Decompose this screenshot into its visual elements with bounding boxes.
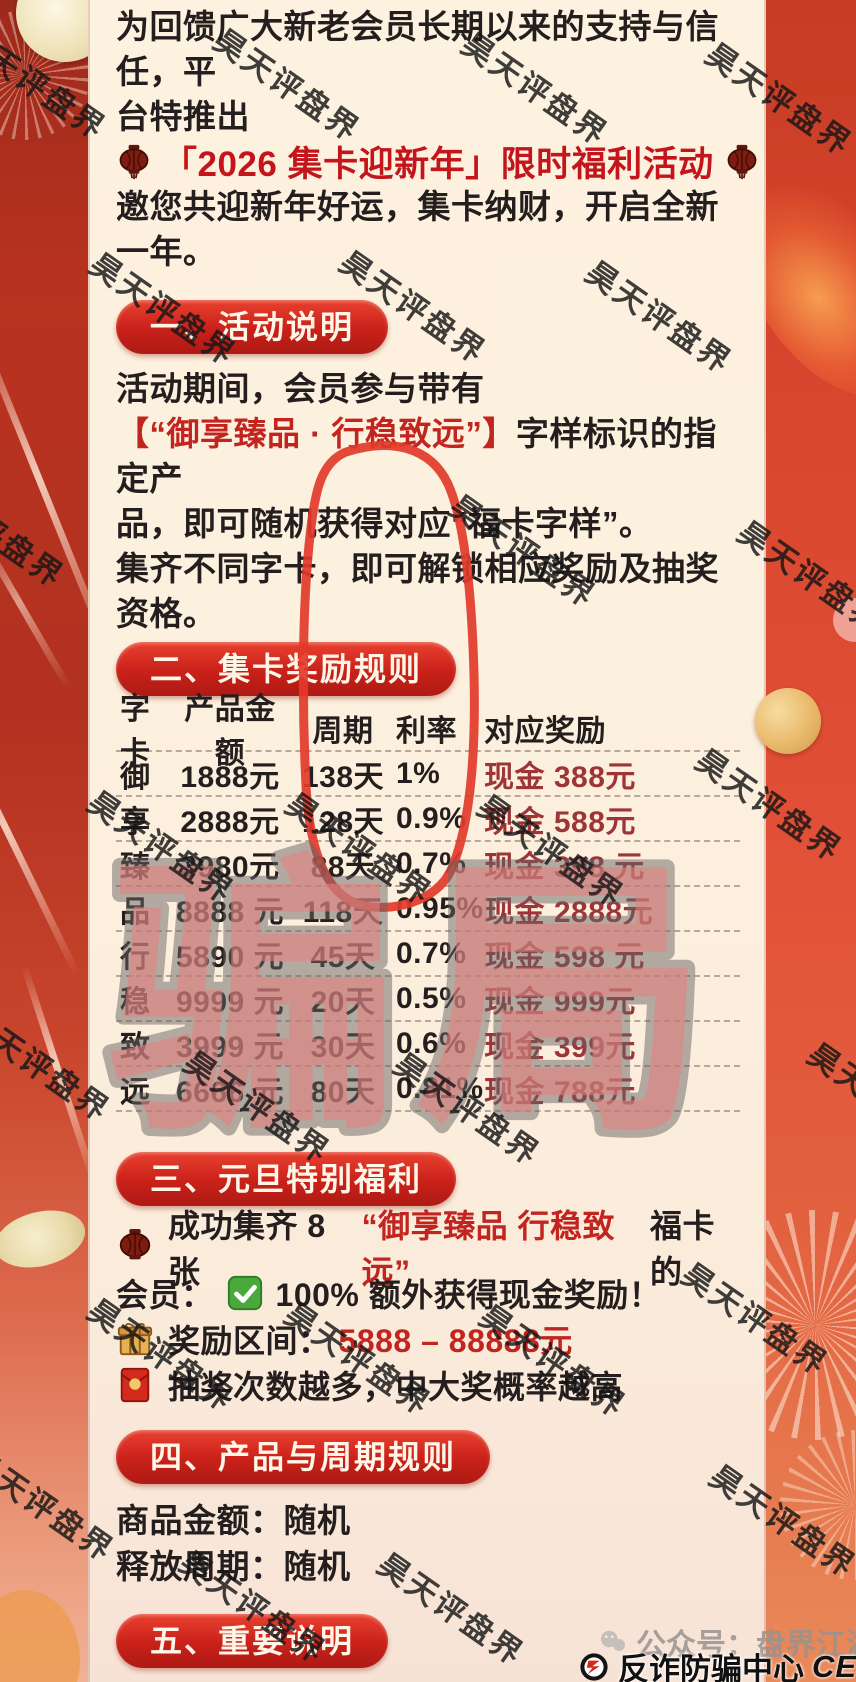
table-row: 远 6666 元 80天 0.81% 现金 788元 bbox=[116, 1067, 740, 1112]
intro-text: 为回馈广大新老会员长期以来的支持与信任，平 台特推出 bbox=[116, 4, 740, 139]
lantern-icon bbox=[116, 144, 152, 180]
footer-org-text: 反诈防骗中心 bbox=[618, 1652, 804, 1682]
footer-account-text: 公众号：盘界江湖 bbox=[636, 1629, 856, 1662]
section4-line1: 商品金额：随机 bbox=[116, 1502, 351, 1539]
header-period: 周期 bbox=[312, 715, 374, 748]
table-row: 御 1888元 138天 1% 现金 388元 bbox=[116, 752, 740, 797]
section3-badge: 三、元旦特别福利 bbox=[116, 1152, 457, 1206]
lantern-icon bbox=[724, 144, 760, 180]
section1-text: 活动期间，会员参与带有 【“御享臻品 · 行稳致远”】字样标识的指定产 品，即可… bbox=[116, 370, 719, 632]
table-row: 臻 3980元 88天 0.7% 现金 398 元 bbox=[116, 842, 740, 887]
section3-line1: 成功集齐 8 张 “御享臻品 行稳致远” 福卡的 bbox=[116, 1208, 740, 1290]
footer-site-text: CESC.CC bbox=[812, 1648, 856, 1682]
section4-line2: 释放周期：随机 bbox=[116, 1548, 351, 1585]
scam-stamp: 骗局 bbox=[100, 834, 724, 1172]
section1-product-tag: 【“御享臻品 · 行稳致远”】 bbox=[116, 415, 516, 452]
section4-text: 商品金额：随机 释放周期：随机 bbox=[116, 1498, 740, 1590]
section4-badge: 四、产品与周期规则 bbox=[116, 1430, 491, 1484]
check-icon bbox=[226, 1274, 264, 1312]
section1-line3: 品，即可随机获得对应“福卡字样”。 bbox=[116, 505, 653, 542]
section2-badge: 二、集卡奖励规则 bbox=[116, 642, 457, 696]
footer-anti-fraud: 反诈防骗中心 CESC.CC bbox=[578, 1644, 856, 1682]
intro-line-2: 台特推出 bbox=[116, 98, 250, 135]
header-card: 字卡 bbox=[120, 693, 151, 770]
scam-stamp-text: 骗局 bbox=[108, 838, 724, 1164]
wechat-icon bbox=[598, 1627, 628, 1657]
pink-dot-decoration bbox=[833, 598, 856, 642]
section3-line4: 抽奖次数越多，中大奖概率越高 bbox=[116, 1362, 740, 1408]
section3-text: 成功集齐 8 张 “御享臻品 行稳致远” 福卡的 会员： 100% 额外获得现金… bbox=[116, 1208, 740, 1408]
anti-fraud-logo-icon bbox=[578, 1651, 610, 1682]
background-left bbox=[0, 0, 122, 1682]
section3-line2: 会员： 100% 额外获得现金奖励！ bbox=[116, 1270, 740, 1316]
intro-line-3: 邀您共迎新年好运，集卡纳财，开启全新一年。 bbox=[116, 188, 719, 270]
header-rate: 利率 bbox=[396, 715, 457, 748]
intro-line-1: 为回馈广大新老会员长期以来的支持与信任，平 bbox=[116, 8, 719, 90]
table-row: 致 3999 元 30天 0.6% 现金 399元 bbox=[116, 1022, 740, 1067]
footer-account: 公众号：盘界江湖 bbox=[598, 1620, 856, 1664]
firework-streak bbox=[0, 703, 81, 977]
table-row: 品 8888 元 118天 0.95% 现金 2888元 bbox=[116, 887, 740, 932]
table-row: 稳 9999 元 20天 0.5% 现金 999元 bbox=[116, 977, 740, 1022]
event-title: 「2026 集卡迎新年」限时福利活动 bbox=[116, 139, 756, 184]
table-row: 行 5890 元 45天 0.7% 现金 598 元 bbox=[116, 932, 740, 977]
content-card: 为回馈广大新老会员长期以来的支持与信任，平 台特推出 「2026 集卡迎新年」限… bbox=[88, 0, 766, 1682]
annotation-circle bbox=[298, 441, 479, 912]
header-amount: 产品金额 bbox=[184, 693, 276, 770]
header-reward: 对应奖励 bbox=[484, 715, 606, 748]
gift-icon bbox=[116, 1320, 154, 1358]
reward-table: 字卡 产品金额 周期 利率 对应奖励 御 1888元 138天 1% 现金 388元 享… bbox=[116, 693, 740, 1112]
table-header: 字卡 产品金额 周期 利率 对应奖励 bbox=[116, 693, 740, 770]
section1-badge: 一、活动说明 bbox=[116, 300, 389, 354]
section5-badge: 五、重要说明 bbox=[116, 1614, 389, 1668]
section1-line1: 活动期间，会员参与带有 bbox=[116, 370, 485, 407]
section1-line4: 集齐不同字卡，即可解锁相应奖励及抽奖资格。 bbox=[116, 550, 719, 632]
section3-line3: 奖励区间： 5888 – 88888元 bbox=[116, 1316, 740, 1362]
gold-coin-decoration bbox=[755, 688, 821, 754]
red-envelope-icon bbox=[116, 1366, 154, 1404]
event-title-text: 「2026 集卡迎新年」限时福利活动 bbox=[162, 145, 714, 184]
reward-range-value: 5888 – 88888元 bbox=[338, 1323, 573, 1359]
section3-card-names: “御享臻品 行稳致远” bbox=[361, 1208, 615, 1290]
lantern-icon bbox=[116, 1228, 154, 1266]
